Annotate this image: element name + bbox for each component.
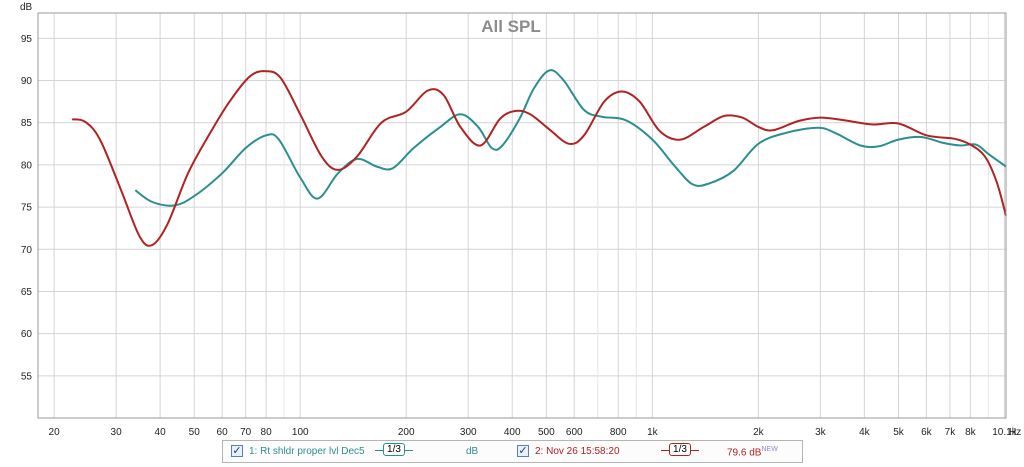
x-tick-label: 100 bbox=[292, 427, 309, 438]
x-tick-label: 10.1k bbox=[992, 427, 1017, 438]
x-tick-label: 80 bbox=[261, 427, 273, 438]
series1-smoothing-box: 1/3 bbox=[383, 443, 405, 456]
series2-checkbox[interactable]: ✓ bbox=[517, 445, 529, 457]
series2-smoothing-box: 1/3 bbox=[669, 443, 691, 456]
series1-checkbox[interactable]: ✓ bbox=[231, 445, 243, 457]
series-line-1 bbox=[134, 69, 1007, 207]
x-tick-label: 800 bbox=[610, 427, 627, 438]
x-tick-label: 50 bbox=[189, 427, 201, 438]
series1-line-right bbox=[405, 450, 413, 451]
axis-labels: 55 60 65 70 75 80 85 90 95 20 30 40 50 60 70 80 100 200 30… bbox=[21, 34, 1018, 438]
x-tick-label: 70 bbox=[240, 427, 252, 438]
series1-unit: dB bbox=[466, 446, 479, 457]
x-tick-label: 2k bbox=[753, 427, 765, 438]
series1-label: 1: Rt shldr proper lvl Dec5 bbox=[249, 446, 365, 457]
y-tick-label: 80 bbox=[21, 160, 33, 171]
y-tick-label: 95 bbox=[21, 34, 33, 45]
x-tick-label: 3k bbox=[815, 427, 827, 438]
x-tick-label: 5k bbox=[893, 427, 905, 438]
y-tick-label: 90 bbox=[21, 76, 33, 87]
series2-value-text: 79.6 dB bbox=[727, 447, 762, 459]
x-tick-label: 1k bbox=[647, 427, 659, 438]
x-tick-label: 500 bbox=[538, 427, 555, 438]
x-tick-label: 300 bbox=[460, 427, 477, 438]
y-tick-label: 65 bbox=[21, 287, 33, 298]
x-tick-label: 200 bbox=[398, 427, 415, 438]
x-tick-label: 60 bbox=[217, 427, 229, 438]
series1-smoothing[interactable]: 1/3 bbox=[375, 443, 413, 458]
series1-line-left bbox=[375, 450, 383, 451]
x-axis-unit: Hz bbox=[1009, 427, 1021, 438]
x-tick-label: 7k bbox=[945, 427, 957, 438]
x-tick-label: 400 bbox=[504, 427, 521, 438]
x-tick-label: 30 bbox=[111, 427, 123, 438]
series-lines bbox=[71, 69, 1007, 247]
series2-smoothing[interactable]: 1/3 bbox=[661, 443, 699, 458]
x-tick-label: 600 bbox=[566, 427, 583, 438]
y-tick-label: 85 bbox=[21, 118, 33, 129]
series2-line-left bbox=[661, 450, 669, 451]
series-line-2 bbox=[71, 70, 1007, 247]
grid bbox=[38, 13, 1006, 418]
x-tick-label: 8k bbox=[965, 427, 977, 438]
legend-bar: ✓ 1: Rt shldr proper lvl Dec5 1/3 dB ✓ 2… bbox=[222, 440, 803, 463]
x-tick-label: 40 bbox=[155, 427, 167, 438]
series2-label: 2: Nov 26 15:58:20 bbox=[535, 446, 620, 457]
plot-frame bbox=[37, 12, 1007, 419]
y-tick-label: 75 bbox=[21, 203, 33, 214]
x-tick-label: 4k bbox=[859, 427, 871, 438]
chart-title: All SPL bbox=[481, 17, 541, 36]
series2-line-right bbox=[691, 450, 699, 451]
y-axis-unit: dB bbox=[20, 2, 33, 13]
y-tick-label: 55 bbox=[21, 371, 33, 382]
spl-chart: 55 60 65 70 75 80 85 90 95 20 30 40 50 60 70 80 100 200 30… bbox=[20, 2, 1021, 438]
y-tick-label: 70 bbox=[21, 245, 33, 256]
y-tick-label: 60 bbox=[21, 329, 33, 340]
x-tick-label: 20 bbox=[49, 427, 61, 438]
new-badge: NEW bbox=[761, 446, 778, 453]
x-tick-label: 6k bbox=[921, 427, 933, 438]
series2-value: 79.6 dBNEW bbox=[727, 446, 778, 458]
